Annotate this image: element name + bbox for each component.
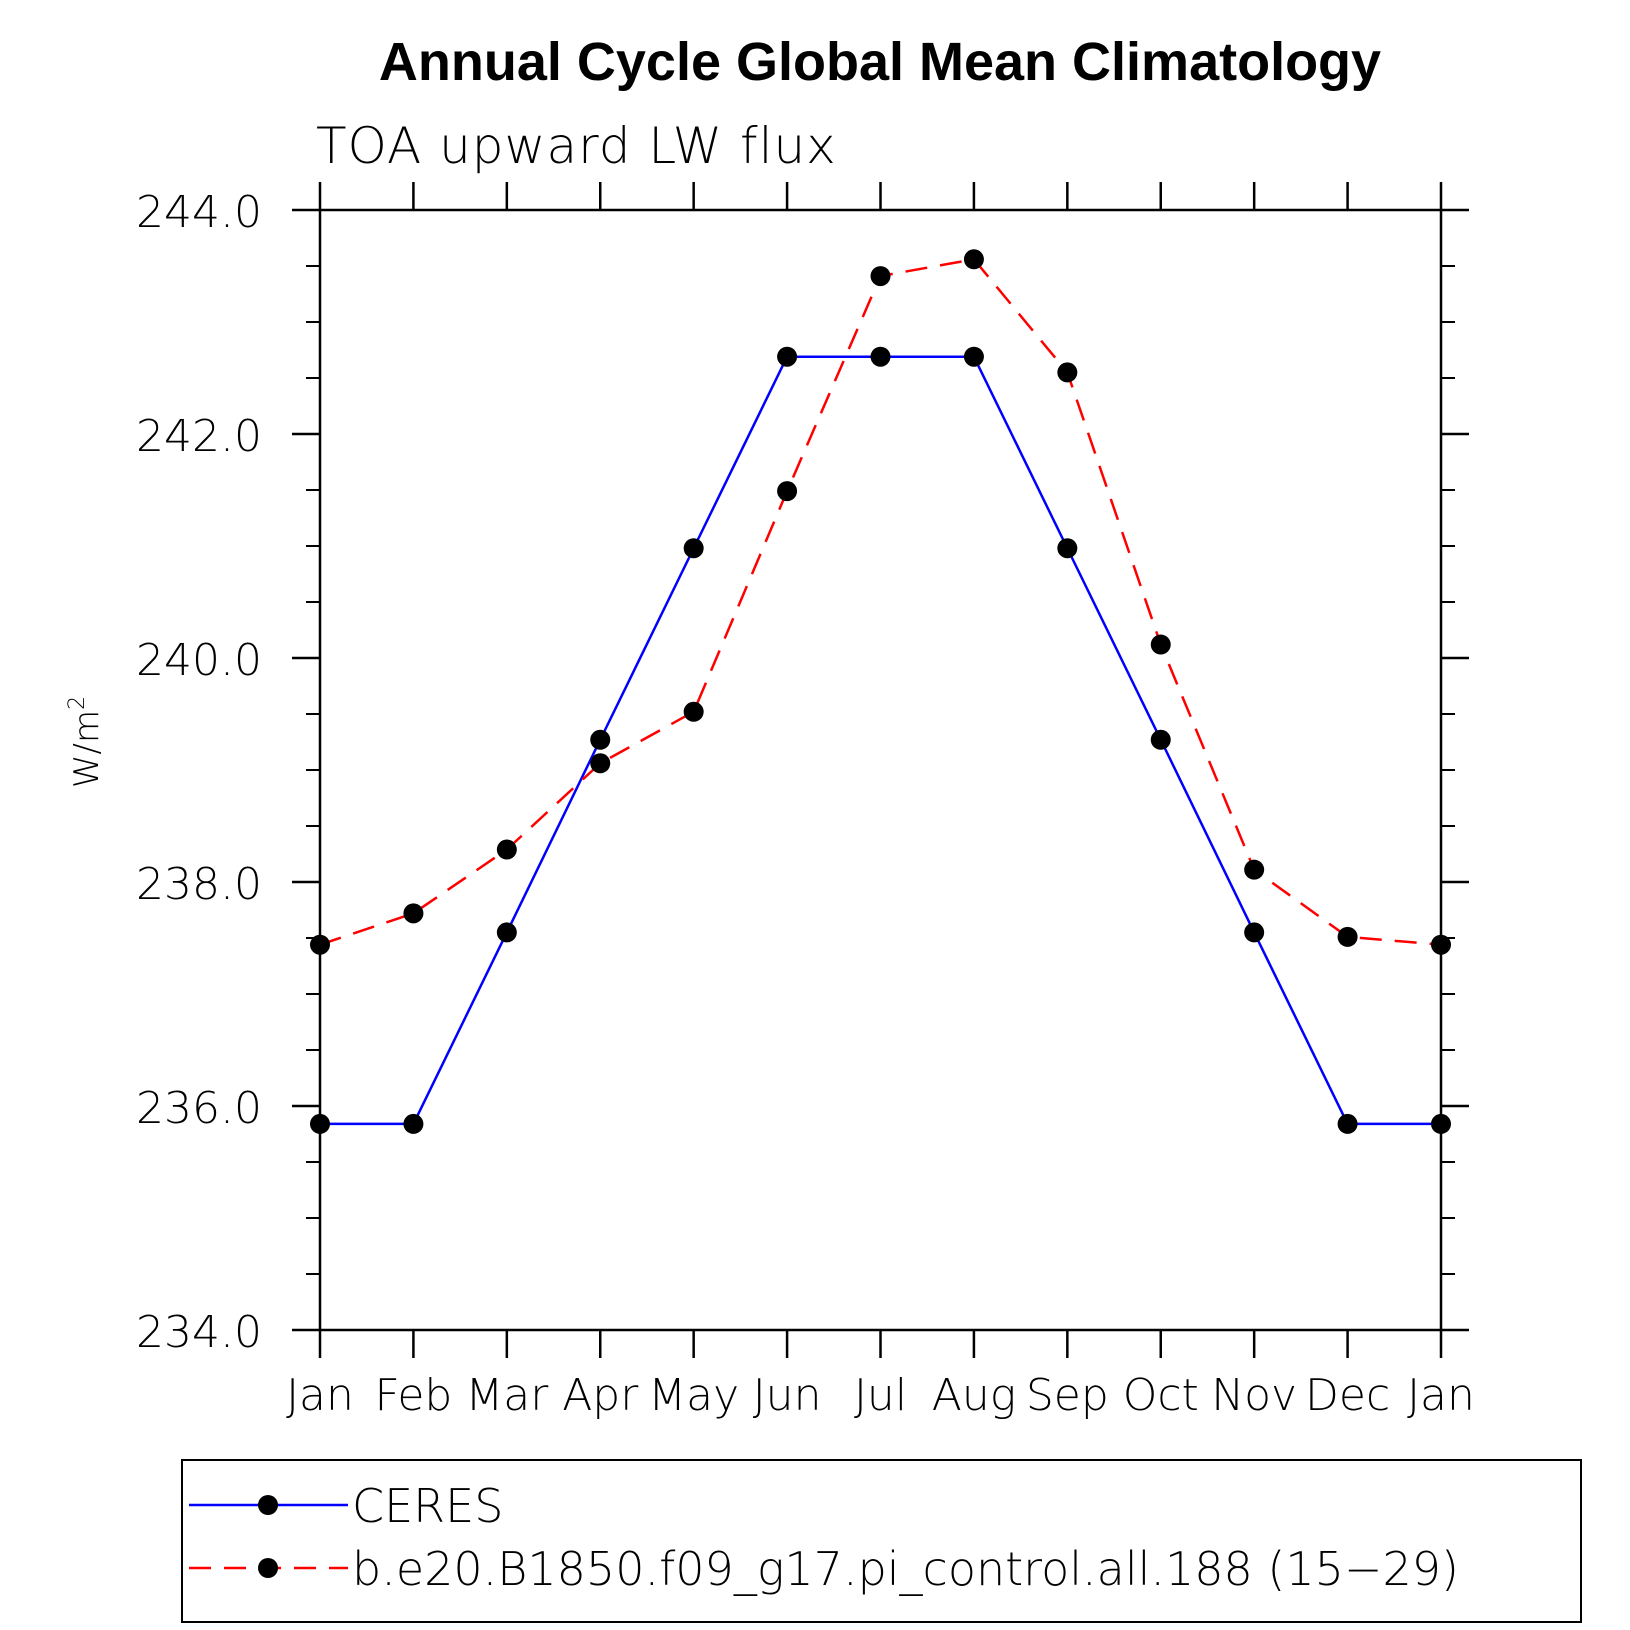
series-1-point-0 bbox=[310, 934, 330, 955]
chart-title: Annual Cycle Global Mean Climatology bbox=[379, 32, 1381, 92]
series-0-point-1 bbox=[403, 1113, 424, 1134]
legend-label-1: b.e20.B1850.f09_g17.pi_control.all.188 (… bbox=[352, 1542, 1459, 1596]
y-tick-label-0: 234.0 bbox=[136, 1307, 262, 1358]
series-group bbox=[310, 249, 1451, 1134]
x-tick-label-7: Aug bbox=[932, 1370, 1016, 1421]
series-1-point-4 bbox=[683, 701, 704, 722]
plot-frame bbox=[318, 208, 1443, 1332]
legend-label-0: CERES bbox=[352, 1479, 503, 1533]
series-1-point-1 bbox=[403, 903, 424, 924]
x-tick-label-10: Nov bbox=[1211, 1370, 1297, 1421]
series-0-point-9 bbox=[1150, 729, 1171, 750]
chart-subtitle: TOA upward LW flux bbox=[316, 117, 837, 175]
series-0-point-6 bbox=[870, 346, 891, 367]
x-tick-label-6: Jul bbox=[854, 1370, 907, 1421]
series-1-point-3 bbox=[590, 753, 611, 774]
x-tick-label-1: Feb bbox=[374, 1370, 452, 1421]
x-tick-label-0: Jan bbox=[286, 1370, 354, 1421]
series-1-point-6 bbox=[870, 266, 891, 287]
series-0-point-0 bbox=[310, 1113, 330, 1134]
x-tick-label-3: Apr bbox=[562, 1370, 639, 1421]
y-tick-label-2: 238.0 bbox=[136, 859, 262, 910]
series-1-point-12 bbox=[1431, 934, 1451, 955]
series-0-point-5 bbox=[777, 346, 798, 367]
x-tick-label-8: Sep bbox=[1026, 1370, 1109, 1421]
series-1-point-10 bbox=[1244, 859, 1265, 880]
series-1-point-11 bbox=[1337, 926, 1358, 947]
legend-marker-1 bbox=[258, 1558, 278, 1578]
y-axis-label-superscript: 2 bbox=[65, 696, 90, 710]
legend-marker-0 bbox=[258, 1495, 278, 1515]
series-0-point-2 bbox=[496, 922, 517, 943]
y-axis-label: W/m2 bbox=[65, 696, 107, 788]
series-0-point-12 bbox=[1431, 1113, 1451, 1134]
legend: CERES b.e20.B1850.f09_g17.pi_control.all.… bbox=[189, 1479, 1459, 1596]
series-1-point-5 bbox=[777, 481, 798, 502]
series-line-0 bbox=[320, 355, 1441, 1126]
series-1-point-9 bbox=[1150, 634, 1171, 655]
axes: Jan Feb Mar Apr May Jun Jul Aug Sep Oct Nov Dec Jan 2… bbox=[136, 182, 1475, 1421]
series-0-point-10 bbox=[1244, 922, 1265, 943]
y-tick-label-4: 242.0 bbox=[136, 411, 262, 462]
legend-box bbox=[181, 1459, 1582, 1623]
series-1-point-8 bbox=[1057, 362, 1078, 383]
y-tick-label-5: 244.0 bbox=[136, 187, 262, 238]
series-0-point-3 bbox=[590, 729, 611, 750]
series-1-point-2 bbox=[496, 839, 517, 860]
x-tick-label-2: Mar bbox=[465, 1370, 549, 1421]
x-tick-label-5: Jun bbox=[753, 1370, 822, 1421]
y-tick-label-1: 236.0 bbox=[136, 1083, 262, 1134]
x-tick-label-9: Oct bbox=[1123, 1370, 1199, 1421]
x-tick-label-11: Dec bbox=[1305, 1370, 1390, 1421]
series-1-point-7 bbox=[963, 249, 984, 270]
series-0-point-7 bbox=[963, 346, 984, 367]
y-tick-label-3: 240.0 bbox=[136, 635, 262, 686]
series-0-point-8 bbox=[1057, 538, 1078, 559]
x-tick-label-4: May bbox=[648, 1370, 739, 1421]
series-0-point-4 bbox=[683, 538, 704, 559]
series-0-point-11 bbox=[1337, 1113, 1358, 1134]
x-tick-label-12: Jan bbox=[1407, 1370, 1475, 1421]
